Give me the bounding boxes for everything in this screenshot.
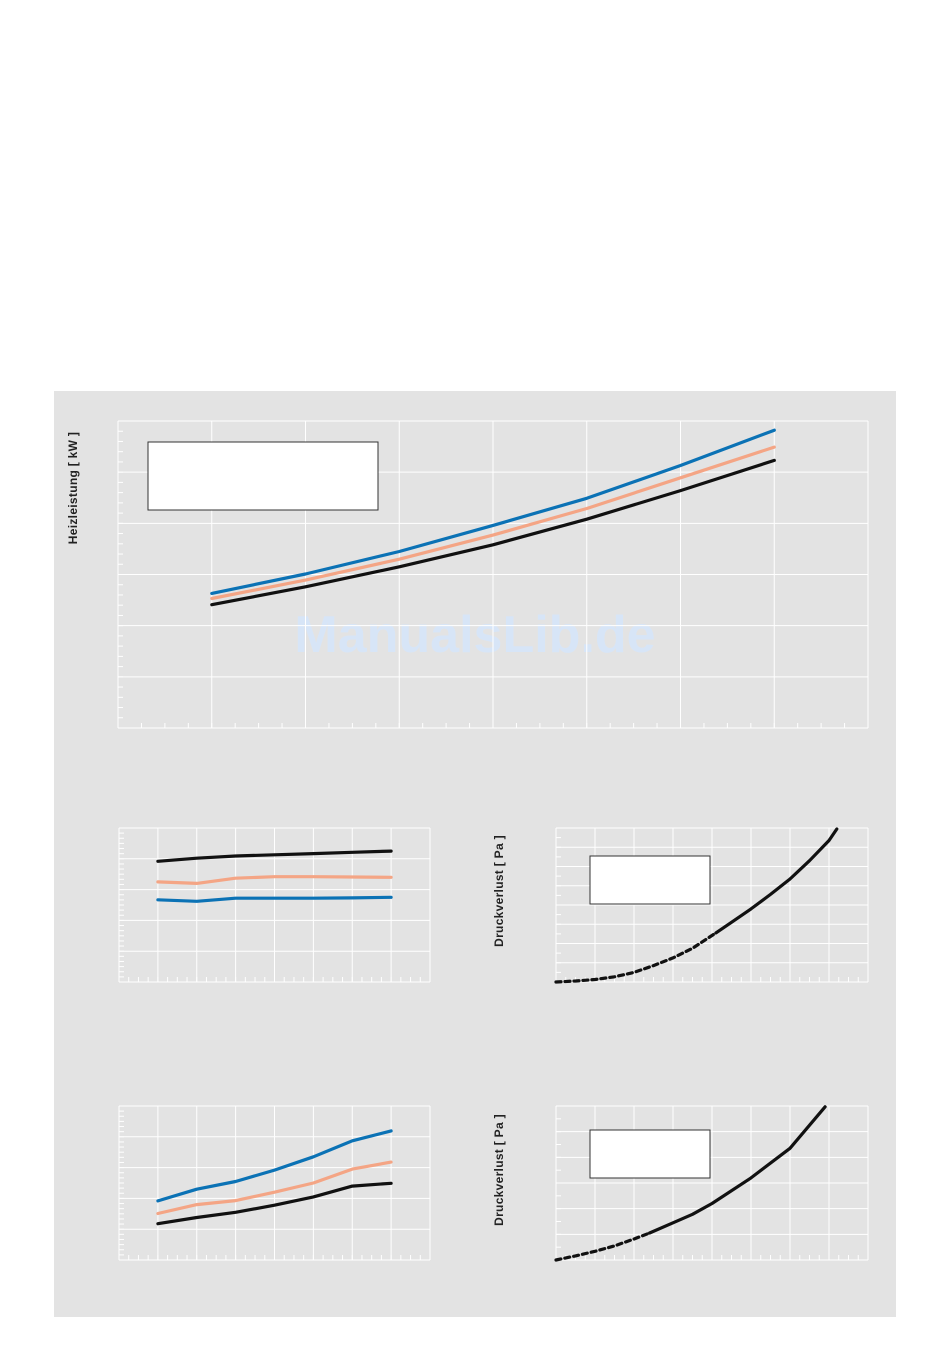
series-line-1 [554, 1231, 652, 1262]
series-line-2 [156, 1160, 393, 1216]
watermark-text: ManualsLib.de [294, 606, 655, 664]
y-axis-label-druckverlust-1: Druckverlust [ Pa ] [492, 835, 506, 947]
series-line-2 [210, 445, 776, 601]
chart-druckverlust-2 [554, 1105, 869, 1262]
chart-panel [54, 391, 896, 1317]
y-axis-label-druckverlust-2: Druckverlust [ Pa ] [492, 1114, 506, 1226]
chart-heizleistung [117, 420, 869, 729]
series-line-1 [156, 849, 393, 863]
legend-box [147, 441, 379, 511]
series-line-1 [156, 1129, 393, 1203]
series-line-1 [554, 931, 718, 984]
series-line-2 [156, 875, 393, 886]
series-line-3 [156, 1181, 393, 1226]
chart-bottom-left [118, 1105, 431, 1261]
series-line-2 [714, 827, 839, 935]
chart-druckverlust-1 [554, 827, 869, 984]
series-line-3 [156, 895, 393, 903]
y-axis-label-heizleistung: Heizleistung [ kW ] [66, 432, 80, 544]
chart-mid-left [118, 827, 431, 983]
series-line-3 [210, 458, 776, 607]
legend-box [589, 1129, 711, 1179]
series-line-1 [210, 428, 776, 596]
legend-box [589, 855, 711, 905]
series-line-2 [647, 1105, 827, 1235]
